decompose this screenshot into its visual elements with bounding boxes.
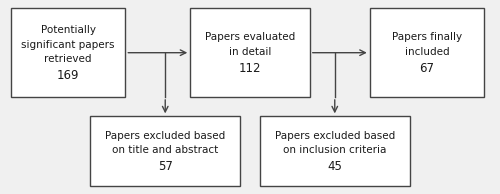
Text: 112: 112 — [239, 62, 261, 75]
Text: retrieved: retrieved — [44, 54, 92, 64]
Text: significant papers: significant papers — [22, 40, 115, 49]
Bar — [190, 8, 310, 97]
Text: Potentially: Potentially — [40, 25, 96, 35]
Text: on title and abstract: on title and abstract — [112, 145, 218, 155]
Text: included: included — [404, 47, 450, 57]
Text: 45: 45 — [328, 160, 342, 173]
Text: Papers evaluated: Papers evaluated — [205, 32, 295, 42]
Text: 169: 169 — [57, 69, 80, 82]
Text: in detail: in detail — [229, 47, 271, 57]
Text: 57: 57 — [158, 160, 172, 173]
Bar — [90, 116, 240, 186]
Text: Papers excluded based: Papers excluded based — [274, 131, 395, 140]
Bar — [370, 8, 484, 97]
Bar — [260, 116, 410, 186]
Text: on inclusion criteria: on inclusion criteria — [283, 145, 387, 155]
Bar — [10, 8, 126, 97]
Text: 67: 67 — [420, 62, 434, 75]
Text: Papers finally: Papers finally — [392, 32, 462, 42]
Text: Papers excluded based: Papers excluded based — [105, 131, 226, 140]
